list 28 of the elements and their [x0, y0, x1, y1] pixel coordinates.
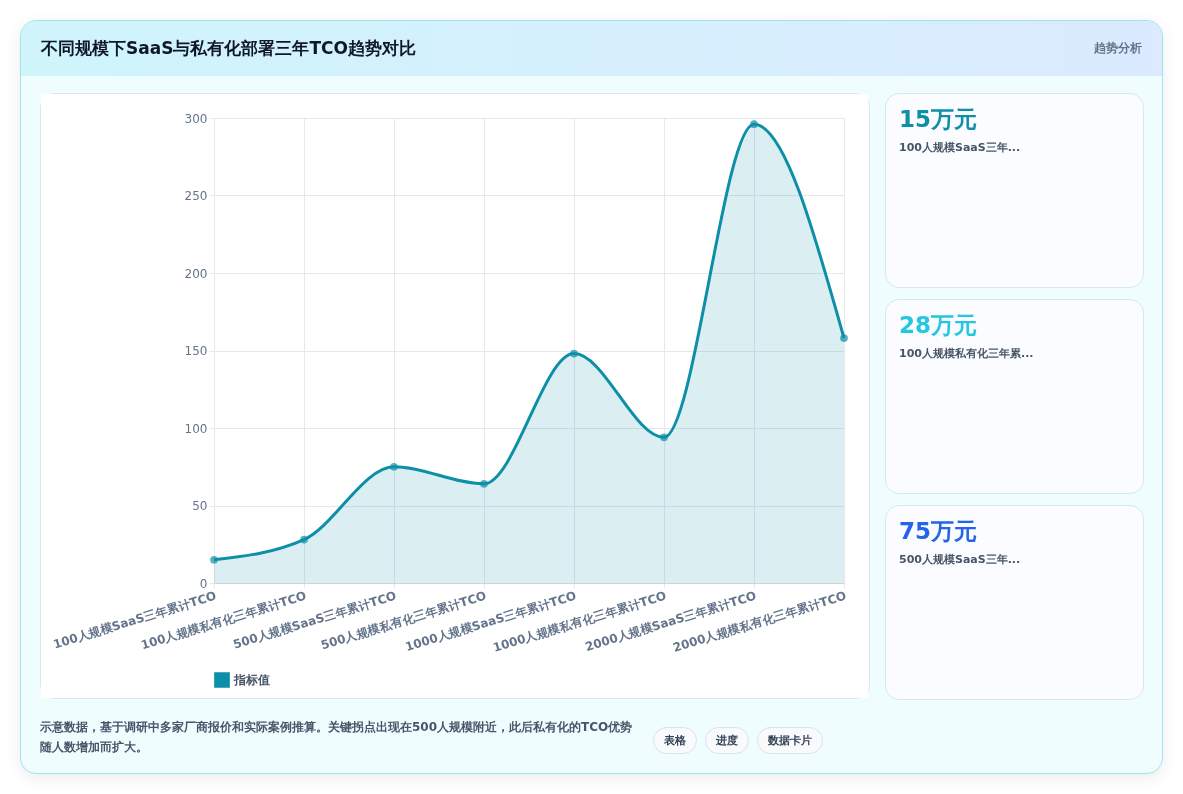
text: 数据卡片: [757, 727, 823, 754]
chart-title: 不同规模下SaaS与私有化部署三年TCO趋势对比: [41, 37, 416, 60]
text: 100人规模私有化三年累...: [899, 346, 1034, 361]
text: 趋势分析: [1094, 40, 1142, 57]
y-tick-label: 200: [184, 266, 208, 281]
text: 500人规模SaaS三年...: [899, 552, 1021, 567]
y-tick-label: 250: [184, 189, 208, 203]
y-tick-label: 300: [184, 111, 208, 126]
y-tick-label: 0: [199, 576, 208, 591]
point: [390, 462, 398, 471]
point: [300, 535, 308, 544]
text: 15万元: [899, 105, 978, 134]
text: 进度: [705, 727, 749, 754]
point: [570, 349, 578, 358]
point: [840, 334, 848, 342]
point: [210, 555, 218, 564]
point: [480, 479, 488, 488]
y-tick-label: 100: [184, 421, 208, 436]
text: 28万元: [899, 311, 978, 340]
point: [660, 433, 668, 442]
legend-label: 指标值: [233, 673, 270, 687]
y-tick-label: 150: [184, 344, 208, 358]
text: 100人规模SaaS三年...: [899, 140, 1021, 155]
point: [750, 120, 758, 129]
text: 75万元: [899, 517, 978, 546]
text: 表格: [653, 727, 697, 754]
y-tick-label: 50: [192, 499, 208, 513]
text: 示意数据，基于调研中多家厂商报价和实际案例推算。关键拐点出现在500人规模附近，此后私有化的TCO优势随人数增加而扩大。: [40, 719, 634, 756]
